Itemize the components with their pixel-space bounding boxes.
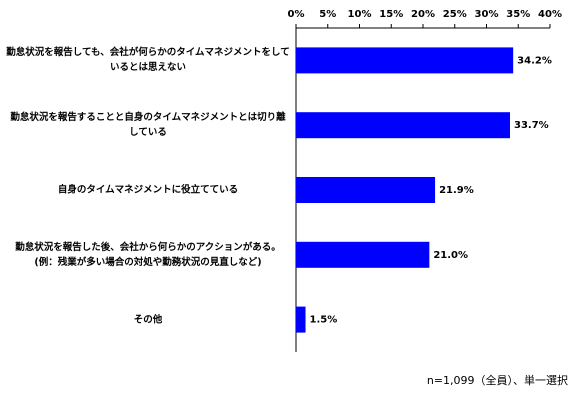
x-tick-label: 25% xyxy=(443,9,467,20)
category-label: 自身のタイムマネジメントに役立てている xyxy=(57,184,239,196)
x-tick-label: 10% xyxy=(348,9,372,20)
bar xyxy=(296,241,430,268)
bar xyxy=(296,47,514,74)
category-label: 勤怠状況を報告した後、会社から何らかのアクションがある。(例：残業が多い場合の対… xyxy=(15,241,281,268)
note: n=1,099（全員）、単一選択 xyxy=(426,374,568,387)
bar xyxy=(296,177,436,203)
category-label: 勤怠状況を報告しても、会社が何らかのタイムマネジメントをしているとは思えない xyxy=(6,47,290,74)
value-label: 33.7% xyxy=(514,120,549,131)
x-tick-label: 20% xyxy=(411,9,435,20)
x-tick-label: 30% xyxy=(475,9,499,20)
category-label: その他 xyxy=(133,314,163,326)
x-tick-label: 35% xyxy=(506,9,530,20)
category-label: 勤怠状況を報告することと自身のタイムマネジメントとは切り離している xyxy=(10,112,286,139)
value-label: 1.5% xyxy=(310,315,338,326)
x-tick-label: 5% xyxy=(319,9,336,20)
value-label: 21.9% xyxy=(439,185,474,196)
value-label: 21.0% xyxy=(433,250,468,261)
value-label: 34.2% xyxy=(517,55,552,66)
x-tick-label: 15% xyxy=(379,9,403,20)
bar xyxy=(296,112,510,139)
bar xyxy=(296,306,306,333)
x-tick-label: 0% xyxy=(288,9,305,20)
x-tick-label: 40% xyxy=(538,9,562,20)
